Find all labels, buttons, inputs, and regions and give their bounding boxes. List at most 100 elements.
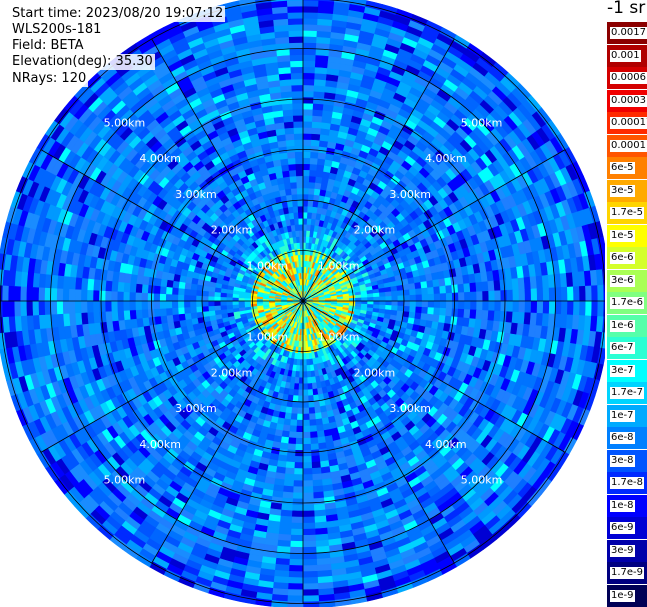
range-gate-cell [397, 290, 405, 297]
range-gate-cell [302, 522, 316, 530]
range-gate-cell [302, 60, 316, 68]
range-gate-cell [302, 211, 308, 219]
range-gate-cell [482, 290, 490, 302]
range-gate-cell [183, 294, 191, 302]
range-gate-cell [591, 300, 599, 317]
range-gate-cell [288, 570, 304, 579]
range-gate-cell [499, 311, 508, 323]
range-gate-cell [298, 377, 304, 385]
range-gate-cell [302, 443, 312, 451]
range-gate-cell [284, 467, 295, 475]
range-gate-cell [402, 283, 410, 291]
range-gate-cell [92, 311, 101, 324]
range-gate-cell [499, 279, 508, 291]
range-gate-cell [309, 163, 318, 171]
range-gate-cell [19, 285, 27, 302]
range-gate-cell [226, 304, 234, 310]
range-gate-cell [500, 290, 508, 302]
range-gate-cell [302, 151, 312, 159]
range-gate-cell [141, 292, 148, 302]
range-gate-cell [464, 300, 471, 311]
range-gate-cell [302, 66, 316, 74]
range-gate-cell [287, 437, 297, 445]
range-gate-cell [397, 300, 405, 307]
range-gate-cell [104, 290, 112, 302]
range-gate-cell [367, 296, 375, 302]
range-gate-cell [296, 419, 304, 427]
range-gate-cell [302, 90, 315, 98]
range-gate-cell [189, 306, 197, 314]
range-gate-cell [306, 364, 311, 372]
range-gate-cell [302, 540, 317, 548]
range-gate-cell [302, 498, 314, 506]
range-gate-cell [420, 281, 428, 289]
range-gate-cell [463, 283, 471, 293]
range-gate-cell [517, 277, 526, 291]
range-gate-cell [397, 295, 405, 302]
range-gate-cell [373, 296, 381, 302]
range-gate-cell [493, 279, 502, 292]
range-gate-cell [135, 300, 142, 311]
range-gate-cell [302, 431, 311, 439]
range-gate-cell [302, 157, 311, 165]
range-gate-cell [426, 313, 434, 322]
range-gate-cell [488, 290, 496, 302]
range-gate-cell [302, 486, 314, 494]
range-gate-cell [302, 17, 319, 25]
range-gate-cell [421, 287, 429, 296]
range-gate-cell [481, 310, 489, 321]
range-gate-cell [302, 181, 310, 189]
range-gate-cell [385, 300, 393, 306]
range-gate-cell [309, 169, 318, 177]
range-gate-cell [129, 309, 137, 320]
range-gate-cell [292, 486, 304, 494]
range-gate-cell [560, 286, 568, 302]
range-gate-cell [270, 600, 288, 607]
range-gate-cell [355, 297, 362, 302]
range-gate-cell [282, 424, 291, 432]
range-gate-cell [312, 115, 323, 123]
range-gate-cell [288, 431, 297, 439]
range-gate-cell [302, 54, 317, 62]
range-gate-cell [110, 300, 118, 312]
range-gate-cell [141, 283, 149, 294]
range-gate-cell [313, 84, 326, 93]
range-gate-cell [297, 401, 304, 409]
range-gate-cell [313, 78, 327, 87]
range-gate-cell [219, 300, 227, 306]
range-gate-cell [476, 300, 484, 311]
range-gate-cell [302, 193, 309, 201]
range-gate-cell [171, 293, 179, 302]
range-gate-cell [302, 108, 314, 116]
range-gate-cell [250, 300, 257, 305]
range-gate-cell [292, 480, 304, 488]
range-gate-cell [289, 540, 304, 548]
range-gate-cell [310, 151, 319, 159]
range-gate-cell [439, 300, 447, 309]
range-gate-cell [292, 498, 304, 506]
range-gate-cell [302, 456, 312, 463]
range-gate-cell [111, 310, 119, 322]
range-gate-cell [171, 286, 179, 295]
range-gate-cell [409, 306, 417, 314]
range-gate-cell [311, 133, 321, 141]
range-gate-cell [349, 297, 356, 302]
range-gate-cell [171, 300, 179, 309]
range-gate-cell [190, 311, 198, 320]
range-gate-cell [298, 371, 304, 379]
range-gate-cell [302, 516, 315, 524]
range-gate-cell [385, 291, 393, 297]
range-gate-cell [302, 468, 313, 476]
range-gate-cell [475, 281, 483, 293]
range-gate-cell [86, 311, 95, 324]
range-gate-cell [238, 300, 245, 305]
range-gate-cell [302, 145, 312, 153]
range-gate-cell [566, 300, 574, 316]
range-gate-cell [302, 11, 319, 19]
range-gate-cell [165, 300, 173, 309]
range-gate-cell [286, 595, 304, 603]
range-gate-cell [373, 300, 381, 306]
range-gate-cell [302, 601, 320, 607]
range-gate-cell [287, 577, 304, 585]
range-gate-cell [302, 437, 311, 445]
